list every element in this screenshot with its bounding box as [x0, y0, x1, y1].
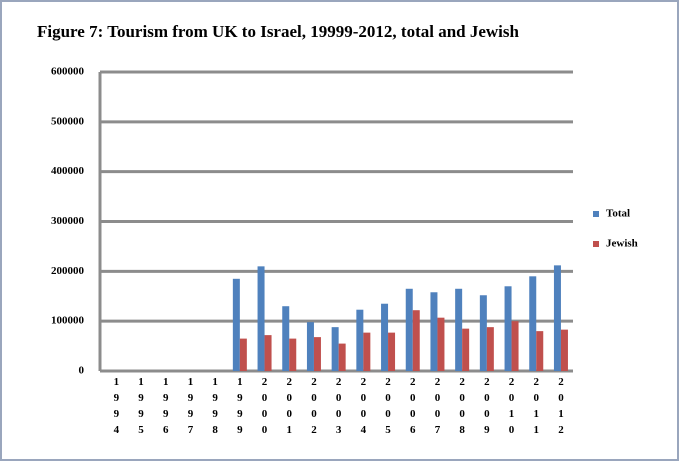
bar — [529, 276, 537, 371]
bar — [437, 317, 445, 371]
bar — [313, 337, 321, 371]
bar — [306, 322, 314, 371]
bar — [331, 327, 339, 371]
bar — [356, 309, 364, 371]
bar — [405, 288, 413, 371]
bar — [455, 288, 463, 371]
bar — [264, 335, 272, 371]
y-tick-label: 200000 — [51, 265, 85, 277]
bar — [388, 332, 396, 371]
bar — [486, 327, 494, 371]
y-tick-label: 100000 — [51, 315, 85, 327]
bar — [536, 331, 544, 371]
bar — [511, 321, 519, 371]
y-tick-label: 600000 — [51, 66, 85, 78]
bar — [553, 265, 561, 371]
bar — [338, 343, 346, 371]
bar — [412, 310, 420, 371]
bar — [239, 338, 247, 371]
bar — [282, 306, 290, 371]
bar — [430, 292, 438, 371]
bar — [560, 329, 568, 371]
bar — [462, 328, 470, 371]
bar — [479, 295, 487, 371]
chart-title: Figure 7: Tourism from UK to Israel, 199… — [37, 22, 520, 41]
legend-swatch — [593, 241, 599, 247]
bar — [257, 266, 265, 371]
legend-label: Total — [606, 208, 630, 220]
y-tick-label: 500000 — [51, 115, 85, 127]
legend-label: Jewish — [606, 238, 638, 250]
y-tick-label: 300000 — [51, 215, 85, 227]
bar — [289, 338, 297, 371]
y-tick-label: 400000 — [51, 165, 85, 177]
bar — [504, 286, 512, 371]
bar — [381, 303, 389, 371]
bar — [232, 278, 240, 371]
legend-swatch — [593, 211, 599, 217]
bar — [363, 332, 371, 371]
y-tick-label: 0 — [79, 365, 85, 377]
